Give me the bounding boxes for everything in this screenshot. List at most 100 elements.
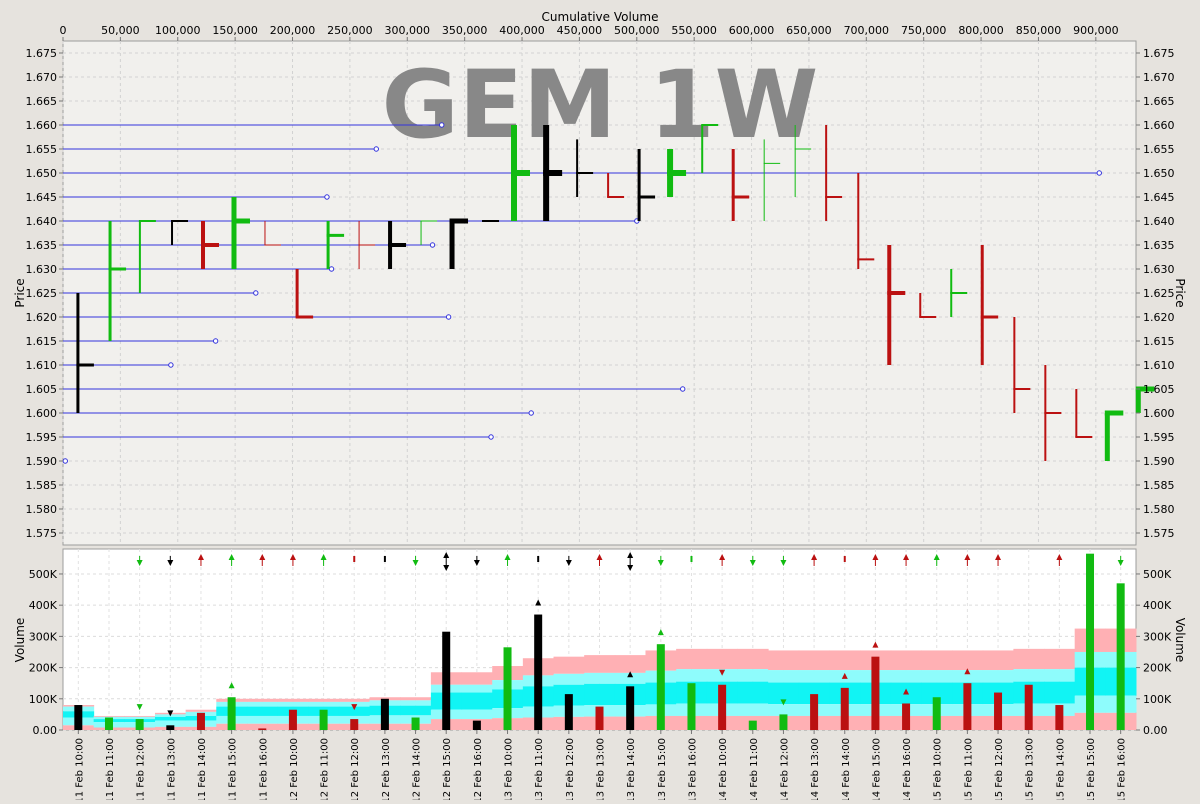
volume-band-upper <box>461 672 493 685</box>
volume-marker <box>136 704 143 711</box>
price-tick-label-left: 1.580 <box>26 503 58 516</box>
volume-bar <box>503 647 512 730</box>
chart-title: GEM 1W <box>382 51 819 160</box>
x-axis-tick-label: 350,000 <box>442 24 488 37</box>
price-level-marker <box>680 386 686 392</box>
price-y-axis-title-right: Price <box>1173 278 1187 307</box>
date-tick-label: 11 Feb 12:00 <box>136 738 147 800</box>
date-tick-label: 14 Feb 11:00 <box>749 738 760 800</box>
price-level-marker <box>1096 170 1102 176</box>
date-tick-label: 14 Feb 12:00 <box>779 738 790 800</box>
price-tick-label-right: 1.615 <box>1143 335 1175 348</box>
date-tick-label: 11 Feb 15:00 <box>228 738 239 800</box>
price-level-marker <box>212 338 219 344</box>
price-tick-label-left: 1.630 <box>26 263 58 276</box>
volume-band-core <box>921 682 953 705</box>
date-tick-label: 15 Feb 10:00 <box>933 738 944 800</box>
price-tick-label-right: 1.650 <box>1143 167 1175 180</box>
x-axis-tick-label: 900,000 <box>1073 24 1119 37</box>
header-mark <box>412 560 419 566</box>
header-mark <box>596 554 603 560</box>
volume-tick-label-left: 500K <box>29 568 58 581</box>
volume-tick-label-right: 500K <box>1143 568 1172 581</box>
price-tick-label-right: 1.655 <box>1143 143 1175 156</box>
volume-band-mid-upper <box>798 670 830 683</box>
date-tick-label: 15 Feb 11:00 <box>963 738 974 800</box>
header-mark <box>228 554 235 560</box>
price-tick-label-left: 1.595 <box>26 431 58 444</box>
header-mark <box>1117 560 1124 566</box>
price-tick-label-left: 1.585 <box>26 479 58 492</box>
price-tick-label-left: 1.610 <box>26 359 58 372</box>
volume-band-upper <box>584 655 616 673</box>
x-axis-tick-label: 100,000 <box>155 24 201 37</box>
volume-band-mid-upper <box>461 684 493 693</box>
header-mark <box>320 554 327 560</box>
volume-bar <box>350 719 359 730</box>
volume-marker <box>167 710 174 717</box>
volume-band-upper <box>614 655 646 673</box>
volume-bar <box>656 644 665 730</box>
volume-y-axis-title-left: Volume <box>13 618 27 663</box>
volume-bar <box>779 714 788 730</box>
volume-band-core <box>798 682 830 705</box>
volume-tick-label-left: 400K <box>29 599 58 612</box>
header-mark <box>627 552 634 558</box>
header-mark <box>964 554 971 560</box>
volume-bar <box>1116 583 1125 730</box>
price-tick-label-left: 1.625 <box>26 287 58 300</box>
x-axis-tick-label: 50,000 <box>101 24 140 37</box>
date-tick-label: 15 Feb 15:00 <box>1086 738 1097 800</box>
price-tick-label-right: 1.600 <box>1143 407 1175 420</box>
header-mark <box>197 554 204 560</box>
price-tick-label-left: 1.650 <box>26 167 58 180</box>
price-level-marker <box>528 410 534 416</box>
volume-band-mid-lower <box>246 715 279 724</box>
volume-marker <box>351 704 358 711</box>
header-mark <box>780 560 787 566</box>
price-tick-label-left: 1.590 <box>26 455 58 468</box>
volume-band-mid-upper <box>308 701 340 707</box>
volume-bars <box>74 553 1125 730</box>
volume-bar <box>1055 705 1064 730</box>
price-tick-label-right: 1.660 <box>1143 119 1175 132</box>
volume-band-mid-upper <box>553 673 585 685</box>
volume-band-upper <box>553 656 585 674</box>
header-mark <box>259 554 266 560</box>
price-tick-label-right: 1.590 <box>1143 455 1175 468</box>
x-axis-tick-label: 700,000 <box>844 24 890 37</box>
volume-band-core <box>584 683 616 706</box>
price-y-axis-title-left: Price <box>13 278 27 307</box>
header-mark <box>504 554 511 560</box>
volume-band-upper <box>829 650 861 671</box>
date-tick-label: 14 Feb 10:00 <box>718 738 729 800</box>
volume-marker <box>719 669 726 676</box>
date-tick-label: 13 Feb 16:00 <box>687 738 698 800</box>
date-tick-label: 12 Feb 11:00 <box>320 738 331 800</box>
volume-band-lower <box>246 723 279 730</box>
volume-bar <box>411 717 420 730</box>
date-tick-label: 12 Feb 16:00 <box>473 738 484 800</box>
volume-bar <box>932 697 941 730</box>
volume-bar <box>74 705 83 730</box>
date-tick-label: 12 Feb 12:00 <box>350 738 361 800</box>
price-level-marker <box>429 242 436 248</box>
volume-tick-label-right: 100K <box>1143 693 1172 706</box>
x-axis-tick-label: 0 <box>60 24 67 37</box>
date-tick-label: 12 Feb 10:00 <box>289 738 300 800</box>
date-tick-label: 14 Feb 16:00 <box>902 738 913 800</box>
x-axis-tick-label: 250,000 <box>327 24 373 37</box>
volume-bar <box>166 725 175 730</box>
volume-band-mid-upper <box>676 669 708 682</box>
price-tick-label-right: 1.595 <box>1143 431 1175 444</box>
volume-marker <box>872 641 879 648</box>
price-tick-label-right: 1.635 <box>1143 239 1175 252</box>
date-tick-label: 13 Feb 12:00 <box>565 738 576 800</box>
price-bars <box>76 124 1155 461</box>
volume-band-upper <box>1044 648 1076 670</box>
volume-bar <box>564 694 573 730</box>
x-axis-tick-label: 450,000 <box>557 24 603 37</box>
date-tick-label: 15 Feb 12:00 <box>994 738 1005 800</box>
volume-band-core <box>461 692 493 710</box>
price-level-marker <box>62 458 68 464</box>
